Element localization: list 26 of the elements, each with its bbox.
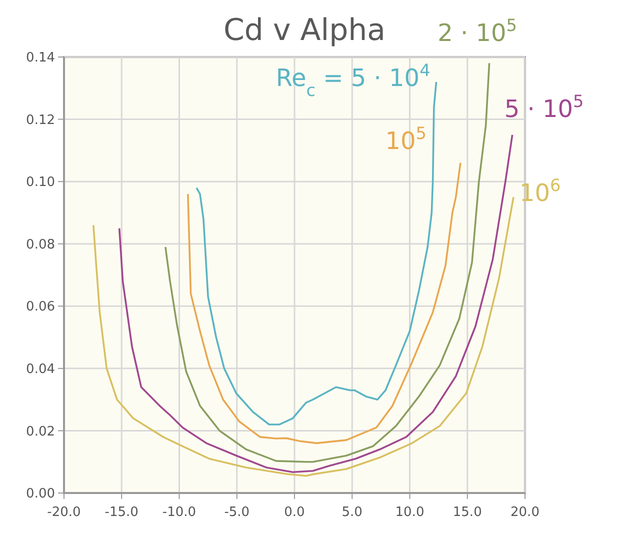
x-tick-label: -5.0 [224,505,250,520]
line-series [92,196,514,477]
y-tick-label: 0.04 [26,362,55,377]
y-tick-label: 0.00 [26,486,55,502]
x-tick-label: 15.0 [452,505,482,520]
x-tick-label: 10.0 [395,505,424,520]
x-tick-label: -10.0 [162,505,196,520]
y-tick-label: 0.08 [26,237,55,252]
series-label: 2 · 10$^{5}$ [438,15,517,48]
series-label: Re$_{c}$ = 5 · 10$^{4}$ [276,60,430,100]
x-tick-label: 20.0 [510,505,540,520]
line-series [164,62,490,463]
y-tick-label: 0.12 [26,112,55,128]
y-tick-label: 0.06 [26,300,55,315]
x-tick-label: 0.0 [284,505,305,520]
x-tick-label: -15.0 [104,505,138,520]
chart-title: Cd v Alpha [223,13,386,48]
line-series [186,162,462,444]
x-tick-label: -20.0 [47,505,81,520]
y-tick-label: 0.10 [26,175,55,190]
y-tick-label: 0.14 [26,50,55,66]
series-label: 10$^{6}$ [519,175,561,208]
x-tick-label: 5.0 [342,505,362,520]
series-label: 5 · 10$^{5}$ [504,90,584,123]
y-tick-label: 0.02 [26,424,55,440]
series-label: 10$^{5}$ [385,122,426,155]
